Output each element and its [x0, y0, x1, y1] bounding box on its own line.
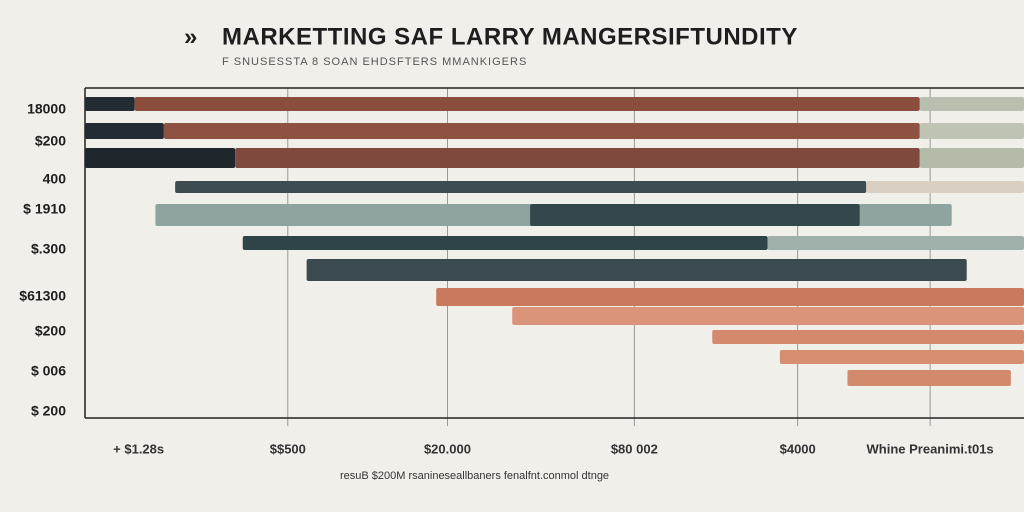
bar-segment [163, 123, 920, 139]
y-label: $61300 [19, 288, 66, 304]
y-label: $ 200 [31, 403, 66, 419]
y-label: 400 [43, 171, 67, 187]
bar-segment [175, 181, 867, 193]
y-label: $ 1910 [23, 201, 66, 217]
bar-segment [85, 97, 135, 111]
bar-segment [512, 307, 1024, 325]
bar-segment [919, 123, 1024, 139]
y-label: $ 006 [31, 363, 66, 379]
y-label: $200 [35, 323, 66, 339]
bar-segment [85, 123, 164, 139]
bar-segment [767, 236, 1024, 250]
bar-segment [919, 148, 1024, 168]
title-arrows: » [184, 23, 198, 50]
x-tick-label: $$500 [270, 441, 306, 456]
bar-segment [306, 259, 967, 281]
x-tick-label: $4000 [780, 441, 816, 456]
bar-segment [85, 148, 236, 168]
bar-segment [712, 330, 1024, 344]
bar-segment [919, 97, 1024, 111]
bar-segment [242, 236, 768, 250]
x-tick-label: $20.000 [424, 441, 471, 456]
y-label: $.300 [31, 241, 66, 257]
bar-segment [866, 181, 1024, 193]
caption: resuB $200M rsanineseallbaners fenalfnt.… [340, 470, 609, 482]
bar-segment [530, 204, 860, 226]
x-tick-label: Whine Preanimi.t01s [867, 441, 994, 456]
bar-segment [847, 370, 1011, 386]
chart-title: MARKETTING SAF LARRY MANGERSIFTUNDITY [222, 23, 798, 50]
bar-segment [436, 288, 1024, 306]
bar-segment [779, 350, 1024, 364]
x-tick-label: $80 002 [611, 441, 658, 456]
y-label: $200 [35, 133, 66, 149]
y-label: 18000 [27, 101, 66, 117]
x-tick-label: + $1.28s [113, 441, 164, 456]
bar-segment [134, 97, 920, 111]
bar-segment [235, 148, 920, 168]
chart-subtitle: F SNUSESSTA 8 SOAN EHDSFTERS MMANKIGERS [222, 56, 527, 68]
